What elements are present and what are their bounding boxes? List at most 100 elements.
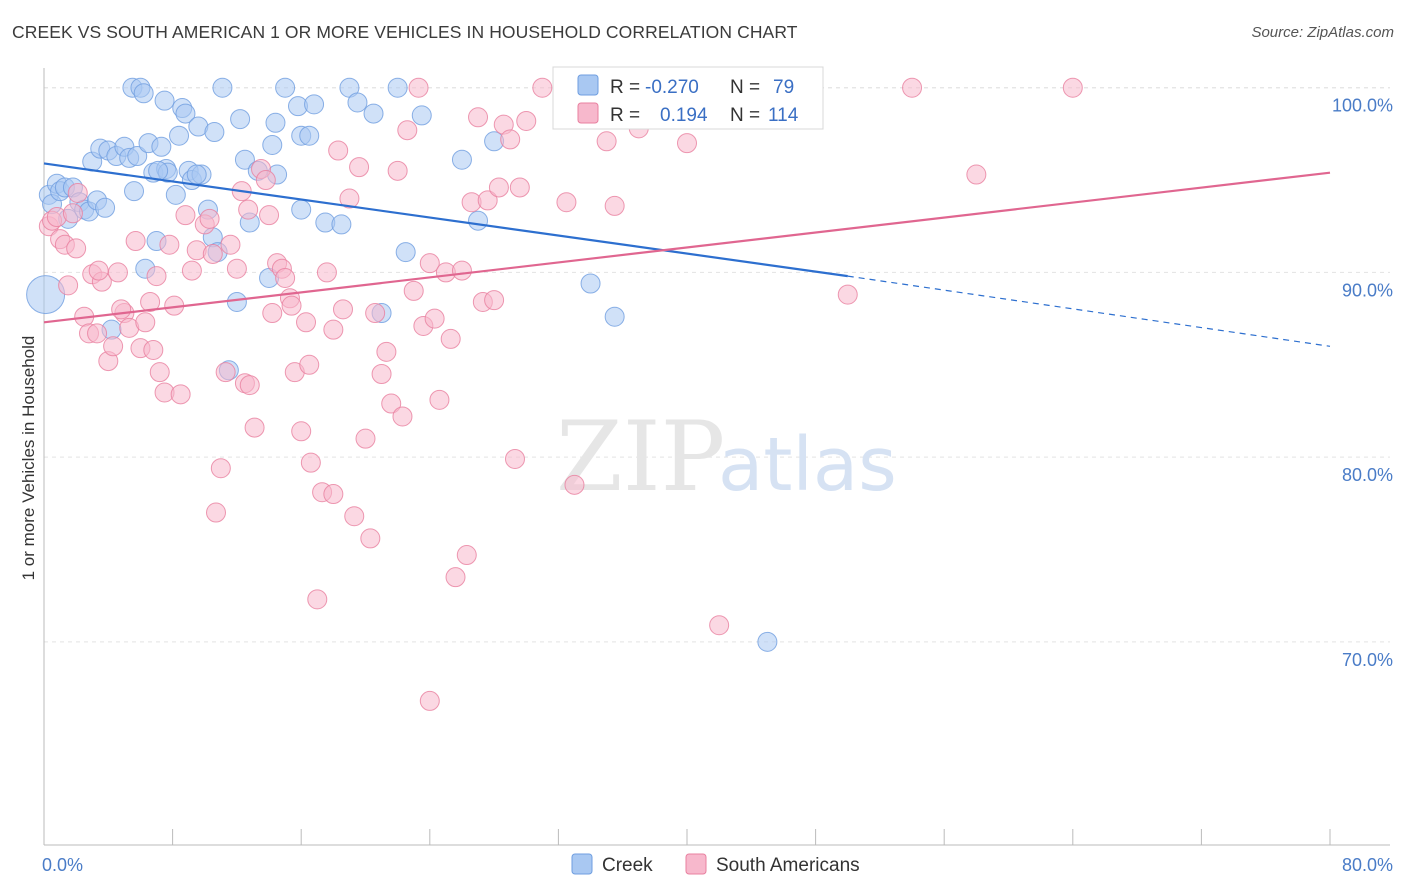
south-americans-point (429, 389, 450, 410)
south-americans-point (445, 567, 466, 588)
y-tick-label: 80.0% (1342, 465, 1393, 485)
creek-trend-line (43, 162, 848, 278)
south-americans-point (111, 299, 132, 320)
south-americans-point (371, 364, 392, 384)
creek-point (331, 214, 352, 235)
creek-point (451, 149, 472, 170)
data-points (26, 77, 1083, 711)
creek-point (226, 291, 247, 312)
bottom-legend-swatch-creek (571, 853, 593, 875)
south-americans-point (1062, 77, 1083, 98)
south-americans-point (328, 140, 349, 161)
south-americans-point (509, 177, 530, 198)
south-americans-point (966, 164, 987, 185)
south-americans-point (488, 177, 509, 198)
south-americans-point (381, 393, 402, 414)
south-americans-point (604, 195, 625, 216)
y-tick-label: 100.0% (1332, 96, 1393, 116)
creek-point (127, 146, 148, 167)
south-americans-point (259, 205, 280, 226)
grid-lines (44, 87, 1390, 643)
creek-point (304, 94, 325, 115)
bottom-legend-swatch-south-americans (685, 853, 707, 875)
south-americans-point (291, 421, 312, 442)
x-tick-label: 0.0% (42, 855, 83, 875)
south-americans-point (281, 295, 302, 316)
south-americans-point (355, 428, 376, 449)
creek-point (26, 275, 66, 315)
south-americans-point (392, 406, 413, 427)
creek-point (580, 273, 601, 294)
south-americans-point (451, 260, 472, 281)
south-americans-point (215, 362, 236, 383)
creek-point (395, 242, 416, 263)
south-americans-point (220, 234, 241, 255)
south-americans-point (159, 234, 180, 255)
south-americans-point (403, 280, 424, 301)
x-tick-label: 80.0% (1342, 855, 1393, 875)
south-americans-point (532, 77, 553, 98)
south-americans-point (360, 528, 381, 549)
creek-point (133, 83, 154, 104)
creek-point (186, 164, 207, 185)
south-americans-point (87, 323, 108, 344)
south-americans-point (175, 205, 196, 226)
creek-point (411, 105, 432, 126)
legend-r-label-creek: R = (610, 77, 640, 98)
south-americans-point (244, 417, 265, 438)
south-americans-point (677, 133, 697, 154)
south-americans-point (262, 303, 283, 324)
bottom-legend-label-creek: Creek (602, 855, 653, 876)
legend-r-value-south-americans: 0.194 (660, 105, 708, 126)
south-americans-point (419, 253, 440, 274)
south-americans-point (66, 238, 87, 259)
creek-point (347, 92, 368, 113)
creek-point (230, 109, 251, 130)
creek-point (275, 77, 296, 98)
south-americans-point (58, 275, 79, 296)
south-americans-point (146, 266, 167, 287)
south-americans-point (170, 384, 191, 405)
south-americans-point (62, 203, 83, 224)
creek-point (169, 125, 190, 146)
creek-point (234, 149, 255, 170)
source-label: Source: ZipAtlas.com (1251, 24, 1394, 41)
creek-point (299, 125, 320, 146)
creek-point (124, 181, 145, 202)
tick-labels: 100.0% 90.0% 80.0% 70.0% 0.0% 80.0% (42, 96, 1393, 875)
south-americans-point (504, 448, 525, 469)
watermark: ZIP atlas (556, 401, 897, 513)
south-americans-point (296, 312, 317, 333)
creek-point (175, 103, 196, 124)
watermark-zip: ZIP (556, 401, 725, 513)
south-americans-point (300, 452, 321, 473)
south-americans-point (103, 336, 124, 357)
legend-n-label-south-americans: N = (730, 105, 760, 126)
south-americans-point (140, 291, 161, 312)
south-americans-point (323, 319, 344, 340)
south-americans-point (202, 243, 223, 264)
legend-r-value-creek: -0.270 (645, 77, 699, 98)
south-americans-point (181, 260, 202, 281)
south-americans-point (837, 284, 858, 305)
south-americans-point (299, 354, 320, 375)
y-axis-title: 1 or more Vehicles in Household (19, 336, 38, 581)
creek-point (165, 184, 186, 205)
south-americans-point (477, 190, 498, 211)
legend-n-value-creek: 79 (773, 77, 794, 98)
creek-point (265, 112, 286, 133)
south-americans-point (344, 506, 365, 527)
south-americans-point (206, 502, 227, 523)
south-americans-point (397, 120, 418, 141)
creek-point (291, 199, 312, 220)
south-americans-point (500, 129, 521, 150)
south-americans-point (468, 107, 489, 128)
south-americans-point (275, 267, 296, 288)
watermark-atlas: atlas (718, 422, 897, 508)
south-americans-trend-line (43, 171, 1331, 324)
south-americans-point (332, 299, 353, 320)
y-tick-label: 70.0% (1342, 650, 1393, 670)
creek-point (604, 306, 625, 327)
creek-point (212, 77, 233, 98)
